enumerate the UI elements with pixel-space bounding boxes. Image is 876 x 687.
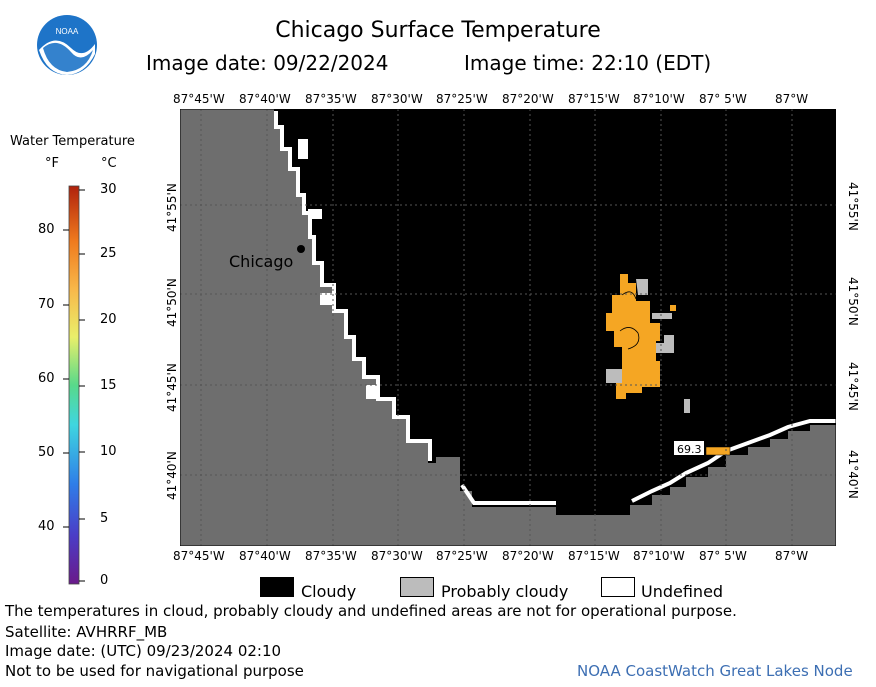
c-tick-label: 0 bbox=[100, 573, 109, 588]
logo-text: NOAA bbox=[56, 27, 79, 36]
lon-label-bottom: 87°W bbox=[775, 549, 809, 563]
lon-label-top: 87°35'W bbox=[305, 92, 357, 106]
temp-value-box bbox=[674, 441, 704, 455]
undefined-patch bbox=[320, 293, 336, 305]
lon-label-bottom: 87° 5'W bbox=[699, 549, 747, 563]
undefined-patch bbox=[308, 209, 322, 219]
lon-label-bottom: 87°45'W bbox=[173, 549, 225, 563]
temp-value-label: 69.3 bbox=[677, 443, 702, 456]
lon-label-top: 87° 5'W bbox=[699, 92, 747, 106]
graticule bbox=[180, 109, 836, 546]
lon-label-top: 87°10'W bbox=[633, 92, 685, 106]
lon-label-bottom: 87°15'W bbox=[568, 549, 620, 563]
f-tick-label: 80 bbox=[38, 222, 55, 237]
legend-swatch-undefined bbox=[601, 577, 635, 597]
land-area bbox=[180, 109, 836, 546]
legend-cloudy: Cloudy bbox=[301, 582, 357, 601]
warm-water-patch bbox=[606, 274, 660, 399]
lon-label-bottom: 87°30'W bbox=[371, 549, 423, 563]
lon-label-top: 87°25'W bbox=[436, 92, 488, 106]
nav-warning: Not to be used for navigational purpose bbox=[5, 662, 304, 680]
lat-label-left: 41°40'N bbox=[165, 451, 179, 500]
f-tick-label: 70 bbox=[38, 297, 55, 312]
unit-fahrenheit: °F bbox=[45, 156, 59, 171]
lat-label-right: 41°45'N bbox=[846, 362, 860, 411]
f-tick-label: 40 bbox=[38, 519, 55, 534]
lon-label-bottom: 87°25'W bbox=[436, 549, 488, 563]
legend-probably-cloudy: Probably cloudy bbox=[441, 582, 569, 601]
warm-water-patch bbox=[705, 446, 731, 456]
lat-label-left: 41°50'N bbox=[165, 278, 179, 327]
c-tick-label: 15 bbox=[100, 378, 117, 393]
c-tick-label: 10 bbox=[100, 444, 117, 459]
warm-water-patch bbox=[670, 305, 676, 311]
lon-label-top: 87°15'W bbox=[568, 92, 620, 106]
lon-label-top: 87°45'W bbox=[173, 92, 225, 106]
legend-swatch-probably-cloudy bbox=[400, 577, 434, 597]
c-tick-label: 25 bbox=[100, 246, 117, 261]
lon-label-top: 87°40'W bbox=[239, 92, 291, 106]
lon-label-top: 87°W bbox=[775, 92, 809, 106]
logo-wave-inner bbox=[43, 42, 93, 72]
map: 69.3 bbox=[180, 109, 836, 546]
f-tick-label: 60 bbox=[38, 371, 55, 386]
utc-date: Image date: (UTC) 09/23/2024 02:10 bbox=[5, 642, 282, 660]
legend-swatch-cloudy bbox=[260, 577, 294, 597]
probably-cloudy-patch bbox=[606, 279, 690, 413]
lat-label-right: 41°40'N bbox=[846, 450, 860, 499]
lat-label-right: 41°50'N bbox=[846, 277, 860, 326]
colorbar-gradient bbox=[68, 185, 80, 585]
noaa-logo: NOAA bbox=[37, 15, 97, 75]
lat-label-right: 41°55'N bbox=[846, 182, 860, 231]
satellite: Satellite: AVHRRF_MB bbox=[5, 623, 168, 641]
page-title: Chicago Surface Temperature bbox=[275, 18, 601, 43]
undefined-patch bbox=[298, 139, 308, 159]
image-time: Image time: 22:10 (EDT) bbox=[464, 51, 712, 75]
lon-label-bottom: 87°35'W bbox=[305, 549, 357, 563]
lon-label-bottom: 87°10'W bbox=[633, 549, 685, 563]
lon-label-bottom: 87°20'W bbox=[502, 549, 554, 563]
isotherm bbox=[619, 291, 640, 350]
city-label: Chicago bbox=[229, 252, 294, 271]
image-date: Image date: 09/22/2024 bbox=[146, 51, 389, 75]
colorbar-title: Water Temperature bbox=[10, 134, 135, 149]
c-tick-label: 30 bbox=[100, 182, 117, 197]
lon-label-top: 87°20'W bbox=[502, 92, 554, 106]
unit-celsius: °C bbox=[101, 156, 117, 171]
chicago-marker bbox=[297, 245, 305, 253]
c-tick-label: 5 bbox=[100, 511, 109, 526]
lat-label-left: 41°55'N bbox=[165, 183, 179, 232]
legend-undefined: Undefined bbox=[641, 582, 724, 601]
c-tick-label: 20 bbox=[100, 312, 117, 327]
lat-label-left: 41°45'N bbox=[165, 363, 179, 412]
undefined-patch bbox=[366, 385, 380, 399]
credit-link[interactable]: NOAA CoastWatch Great Lakes Node bbox=[577, 662, 853, 680]
f-tick-label: 50 bbox=[38, 445, 55, 460]
colorbar bbox=[63, 185, 85, 585]
lon-label-top: 87°30'W bbox=[371, 92, 423, 106]
lon-label-bottom: 87°40'W bbox=[239, 549, 291, 563]
disclaimer: The temperatures in cloud, probably clou… bbox=[5, 602, 737, 620]
